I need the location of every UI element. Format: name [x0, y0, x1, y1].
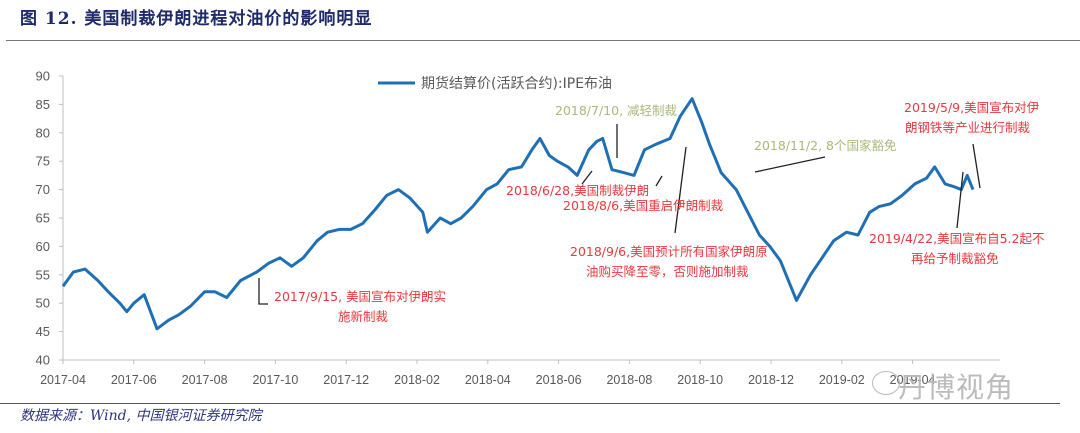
leader-2018-8-6	[655, 175, 663, 187]
x-tick-label: 2018-08	[606, 373, 652, 387]
x-tick-label: 2018-12	[748, 373, 794, 387]
leader-2019-4-22	[956, 171, 964, 229]
annotation-2019-5-9-line1: 2019/5/9,美国宣布对伊	[904, 100, 1039, 115]
annotation-2019-4-22-line2: 再给予制裁豁免	[911, 251, 999, 266]
y-tick-label: 40	[36, 353, 50, 368]
y-tick-label: 75	[36, 154, 50, 169]
y-tick-label: 70	[36, 182, 50, 197]
ipe-brent-series-line	[61, 97, 975, 331]
watermark: 丹博视角	[898, 371, 1015, 404]
y-tick-label: 65	[36, 211, 50, 226]
bottom-divider	[0, 403, 1060, 404]
y-tick-label: 80	[36, 125, 50, 140]
x-tick-label: 2019-04	[890, 373, 936, 387]
annotation-leaders	[258, 124, 981, 305]
y-tick-label: 55	[36, 267, 50, 282]
annotation-2018-9-6-line1: 2018/9/6,美国预计所有国家伊朗原	[570, 244, 768, 259]
y-tick-label: 45	[36, 324, 50, 339]
annotation-2017-9-15-line2: 施新制裁	[338, 309, 388, 324]
annotation-2018-6-28: 2018/6/28,美国制裁伊朗	[506, 183, 649, 198]
x-tick-label: 2019-02	[819, 373, 865, 387]
x-tick-label: 2018-06	[536, 373, 582, 387]
annotation-2017-9-15-line1: 2017/9/15, 美国宣布对伊朗实	[274, 289, 446, 304]
y-tick-label: 50	[36, 296, 50, 311]
legend-label: 期货结算价(活跃合约):IPE布油	[421, 75, 612, 92]
y-tick-label: 60	[36, 239, 50, 254]
x-axis-ticks: 2017-04 2017-06 2017-08 2017-10 2017-12 2018-…	[40, 360, 936, 387]
x-tick-label: 2017-08	[182, 373, 228, 387]
x-tick-label: 2017-04	[40, 373, 86, 387]
y-axis-ticks: 40 45 50 55 60 65 70 75 80 85 90	[36, 69, 63, 368]
data-source: 数据来源：Wind, 中国银河证券研究院	[20, 408, 262, 424]
annotation-2018-8-6: 2018/8/6,美国重启伊朗制裁	[563, 198, 723, 213]
top-divider	[6, 40, 1080, 41]
annotation-2018-11-2: 2018/11/2, 8个国家豁免	[754, 138, 897, 153]
annotation-2019-5-9-line2: 朗钢铁等产业进行制裁	[905, 120, 1030, 135]
leader-2017-9-15	[258, 278, 268, 305]
x-tick-label: 2017-06	[111, 373, 157, 387]
leader-2018-9-6	[674, 146, 687, 234]
annotation-2019-4-22-line1: 2019/4/22,美国宣布自5.2起不	[869, 231, 1044, 246]
figure-title: 图 12. 美国制裁伊朗进程对油价的影响明显	[20, 9, 373, 29]
x-tick-label: 2018-10	[677, 373, 723, 387]
leader-2018-11-2	[754, 156, 826, 173]
x-tick-label: 2018-04	[465, 373, 511, 387]
x-tick-label: 2017-12	[323, 373, 369, 387]
leader-2019-5-9	[972, 143, 981, 189]
wechat-icon	[872, 371, 900, 395]
x-tick-label: 2018-02	[394, 373, 440, 387]
x-tick-label: 2017-10	[252, 373, 298, 387]
y-tick-label: 85	[36, 97, 50, 112]
y-tick-label: 90	[36, 69, 50, 84]
annotation-2018-9-6-line2: 油购买降至零，否则施加制裁	[586, 264, 749, 279]
annotation-2018-7-10: 2018/7/10, 减轻制裁	[555, 103, 677, 118]
leader-2018-6-28	[581, 170, 593, 185]
